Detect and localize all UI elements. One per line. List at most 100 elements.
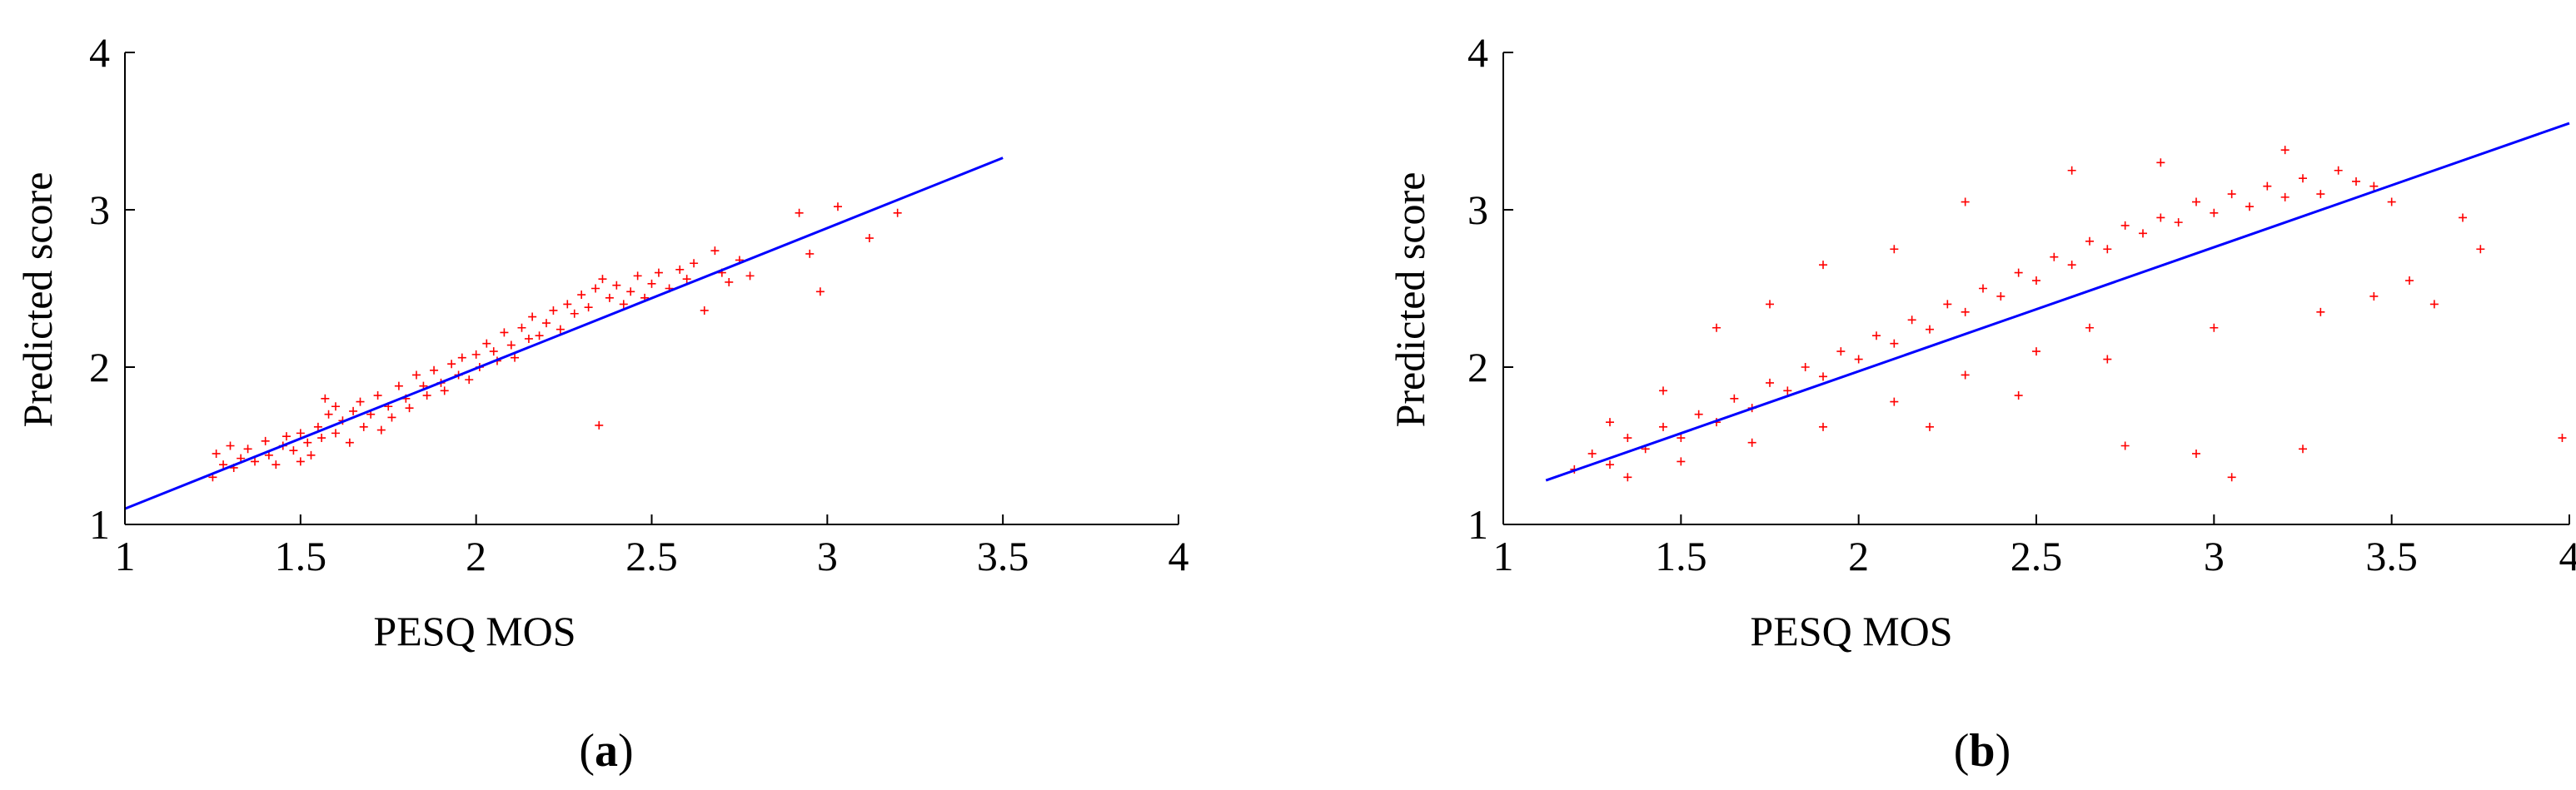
- panel-b-data-point: [2067, 261, 2076, 270]
- panel-b-data-point: [2156, 158, 2165, 167]
- panel-a-data-point: [331, 402, 340, 411]
- panel-b-data-point: [2280, 192, 2290, 201]
- panel-b-data-point: [1783, 386, 1792, 395]
- panel-b-data-point: [1979, 284, 1987, 293]
- panel-b-data-point: [1961, 197, 1970, 206]
- panel-b-points: [1570, 146, 2567, 482]
- panel-b-data-point: [2227, 473, 2236, 482]
- panel-b-data-point: [2227, 190, 2236, 199]
- panel-b-x-tick-label: 2.5: [2010, 533, 2063, 579]
- panel-a-data-point: [219, 460, 228, 470]
- panel-a-data-point: [833, 202, 842, 211]
- panel-b-data-point: [1694, 410, 1703, 419]
- panel-a-data-point: [549, 306, 558, 315]
- panel-a-data-point: [457, 353, 466, 362]
- panel-a-letter: a: [595, 725, 618, 777]
- panel-a-data-point: [251, 457, 260, 466]
- panel-b-data-point: [2245, 202, 2254, 211]
- panel-a-data-point: [376, 425, 386, 435]
- panel-a-caption: (a): [579, 725, 633, 777]
- panel-b-data-point: [2429, 300, 2439, 309]
- panel-a-data-point: [710, 246, 720, 256]
- panel-b-data-point: [1606, 418, 1614, 427]
- panel-b-data-point: [2014, 391, 2023, 400]
- panel-a-data-point: [524, 334, 533, 343]
- panel-b-data-point: [2263, 181, 2272, 191]
- panel-b-x-tick-label: 4: [2559, 533, 2576, 579]
- panel-a-data-point: [647, 279, 656, 288]
- panel-a-data-point: [864, 234, 874, 243]
- panel-a-data-point: [577, 291, 586, 300]
- panel-b-data-point: [2476, 245, 2485, 254]
- panel-b-data-point: [1766, 300, 1774, 309]
- panel-b-y-tick-label: 1: [1467, 501, 1488, 548]
- panel-a-x-ticks: 1 1.5 2 2.5 3 3.5 4: [115, 514, 1189, 579]
- panel-b-data-point: [2192, 197, 2200, 206]
- panel-a-data-point: [690, 259, 699, 268]
- panel-b-data-point: [2192, 449, 2200, 458]
- panel-b-data-point: [1996, 291, 2005, 301]
- panel-a-x-tick-label: 1.5: [275, 533, 327, 579]
- panel-b-data-point: [1606, 460, 1614, 470]
- panel-a-data-point: [349, 406, 358, 415]
- panel-b-letter: b: [1969, 725, 1995, 777]
- panel-b-data-point: [2369, 291, 2379, 301]
- panel-b-data-point: [2210, 323, 2219, 332]
- panel-b-x-axis-label: PESQ MOS: [1750, 608, 1952, 654]
- panel-a-x-tick-label: 1: [115, 533, 136, 579]
- panel-a-data-point: [447, 360, 456, 369]
- panel-a-data-point: [654, 268, 663, 277]
- panel-b-data-point: [2316, 190, 2325, 199]
- panel-b-data-point: [2299, 445, 2307, 454]
- panel-a-x-tick-label: 3: [817, 533, 838, 579]
- panel-b-y-tick-label: 2: [1467, 344, 1488, 390]
- panel-a-data-point: [303, 438, 312, 447]
- panel-a-data-point: [605, 293, 614, 302]
- panel-b-data-point: [1747, 438, 1756, 447]
- panel-b-data-point: [1890, 339, 1899, 348]
- panel-b-x-ticks: 1 1.5 2 2.5 3 3.5 4: [1493, 514, 2576, 579]
- panel-a-data-point: [373, 391, 382, 400]
- panel-b-data-point: [1623, 434, 1632, 443]
- panel-a-data-point: [321, 394, 330, 403]
- panel-b-data-point: [2032, 347, 2040, 356]
- panel-a-x-tick-label: 2: [466, 533, 486, 579]
- panel-b-data-point: [2369, 181, 2379, 191]
- panel-b-data-point: [2120, 221, 2130, 230]
- panel-a-data-point: [296, 429, 305, 438]
- panel-b-data-point: [2139, 229, 2147, 238]
- panel-b-data-point: [1623, 473, 1632, 482]
- panel-a-data-point: [411, 370, 421, 380]
- panel-b-data-point: [1766, 378, 1774, 387]
- panel-b-data-point: [2174, 218, 2183, 227]
- panel-b-data-point: [2085, 236, 2094, 246]
- panel-a-data-point: [387, 413, 396, 422]
- panel-a-y-ticks: 1 2 3 4: [89, 29, 135, 548]
- panel-b-data-point: [2405, 276, 2414, 286]
- panel-a-data-point: [511, 353, 520, 362]
- panel-a-data-point: [612, 281, 621, 290]
- panel-b-y-tick-label: 3: [1467, 186, 1488, 233]
- panel-b-data-point: [2067, 166, 2076, 175]
- panel-a-data-point: [893, 208, 902, 217]
- panel-a-y-tick-label: 2: [89, 344, 110, 390]
- panel-a-data-point: [317, 434, 326, 443]
- panel-b-y-tick-label: 4: [1467, 29, 1488, 76]
- panel-b-y-axis-label: Predicted score: [1387, 172, 1433, 428]
- panel-a-data-point: [471, 350, 481, 359]
- panel-a-data-point: [422, 391, 431, 400]
- panel-a-data-point: [633, 271, 642, 281]
- panel-a-fit-line: [124, 157, 1004, 510]
- panel-a-data-point: [296, 457, 305, 466]
- panel-a-data-point: [805, 249, 815, 258]
- panel-b-data-point: [2103, 355, 2112, 364]
- panel-a-data-point: [584, 303, 593, 312]
- panel-b-data-point: [1890, 245, 1899, 254]
- panel-b-data-point: [2299, 174, 2307, 183]
- panel-b-data-point: [2352, 176, 2360, 186]
- panel-a-data-point: [430, 365, 439, 375]
- panel-b-data-point: [1801, 363, 1810, 371]
- panel-a-data-point: [595, 420, 604, 430]
- panel-b-data-point: [1712, 323, 1721, 332]
